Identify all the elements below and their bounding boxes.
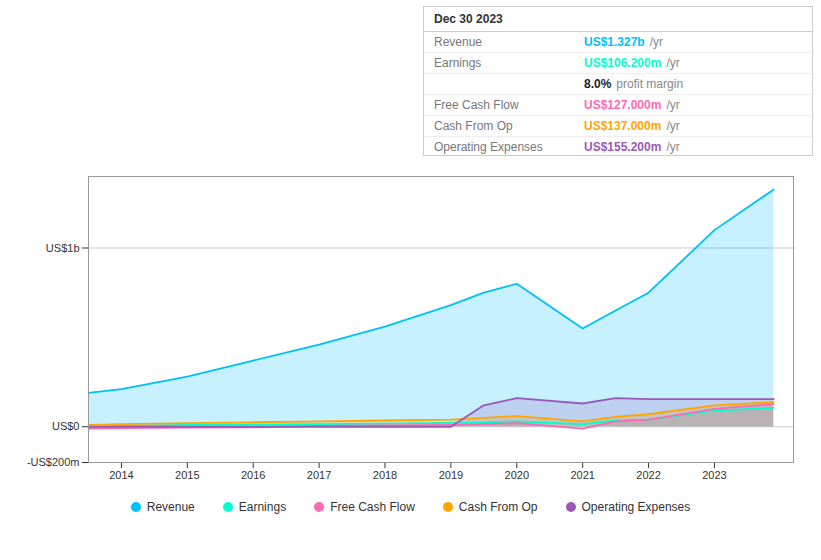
svg-text:US$0: US$0 [52,420,80,432]
svg-text:US$1b: US$1b [46,242,80,254]
html-text:Revenue: Revenue [146,500,195,514]
html-text:Revenue: Revenue [434,35,482,49]
svg-text:2020: 2020 [505,469,529,481]
html-text:US$1.327b /yr: US$1.327b /yr [584,35,663,49]
html-text:US$155.200m /yr: US$155.200m /yr [584,140,680,154]
html-text:Free Cash Flow: Free Cash Flow [434,98,519,112]
svg-text:2021: 2021 [570,469,594,481]
svg-text:2023: 2023 [702,469,726,481]
svg-text:2017: 2017 [307,469,331,481]
svg-text:2018: 2018 [373,469,397,481]
html-text:Free Cash Flow: Free Cash Flow [330,500,415,514]
html-text:Earnings: Earnings [238,500,287,514]
html-text:Cash From Op: Cash From Op [458,500,538,514]
html-text:Operating Expenses: Operating Expenses [434,140,543,154]
html-text:US$106.200m /yr: US$106.200m /yr [584,56,680,70]
html-text:8.0% profit margin: 8.0% profit margin [584,77,684,91]
svg-text:2015: 2015 [175,469,199,481]
html-text:US$127.000m /yr: US$127.000m /yr [584,98,680,112]
svg-text:2014: 2014 [109,469,133,481]
html-text:Operating Expenses: Operating Expenses [581,500,691,514]
svg-text:-US$200m: -US$200m [27,456,80,468]
svg-text:2022: 2022 [636,469,660,481]
html-text:Dec 30 2023: Dec 30 2023 [434,12,503,26]
html-text:Cash From Op: Cash From Op [434,119,513,133]
svg-text:2019: 2019 [439,469,463,481]
html-text:Earnings: Earnings [434,56,482,70]
svg-text:2016: 2016 [241,469,265,481]
html-text:US$137.000m /yr: US$137.000m /yr [584,119,680,133]
